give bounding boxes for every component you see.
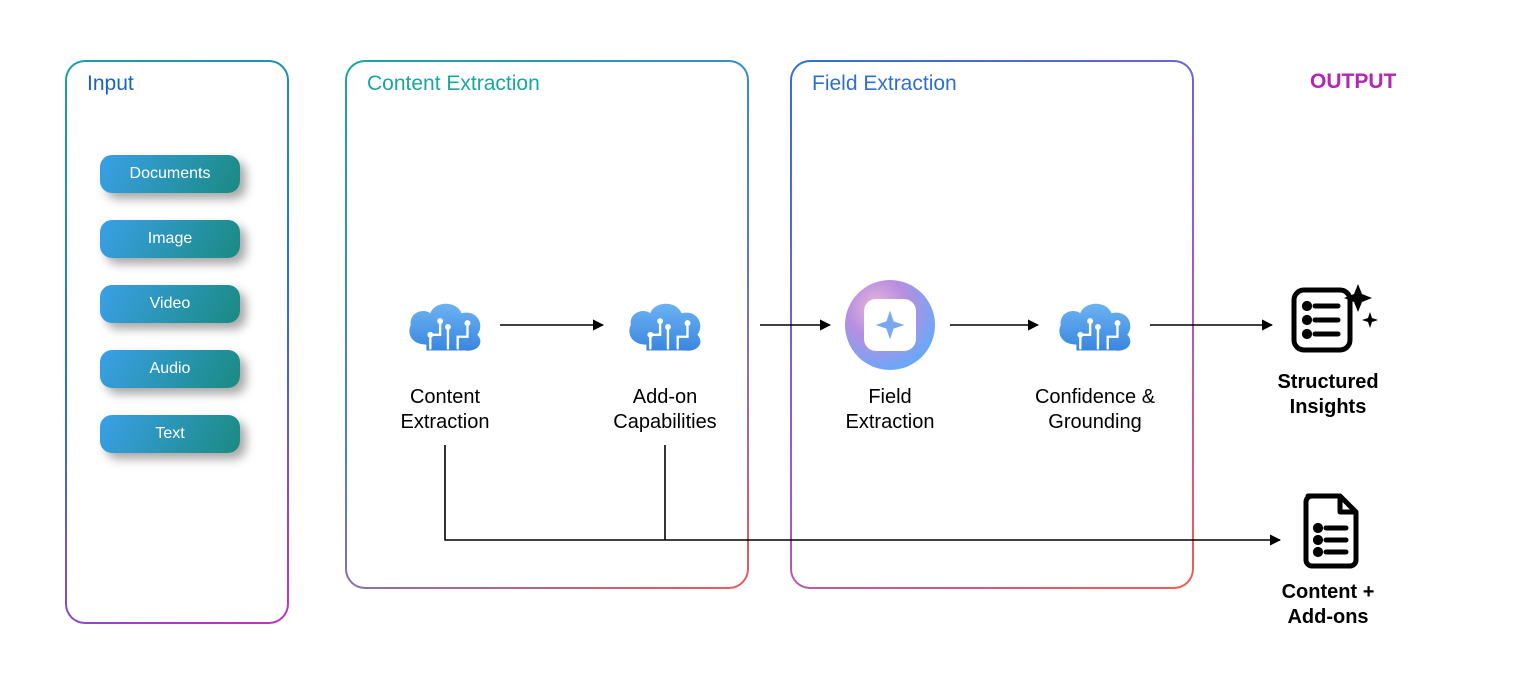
doc-list-icon [1298,490,1364,575]
label-line: Field [868,386,911,408]
label-line: Insights [1290,396,1367,418]
input-pill-documents: Documents [100,155,240,193]
cloud-circuit-icon [1051,295,1139,357]
input-pill-text: Text [100,415,240,453]
cloud-circuit-icon [401,295,489,357]
label-line: Add-ons [1287,606,1368,628]
output-label-structured-insights: Structured Insights [1243,370,1413,420]
sparkle-badge-icon [845,280,935,370]
label-line: Content [410,386,480,408]
cloud-circuit-icon [621,295,709,357]
label-line: Extraction [846,411,935,433]
node-label-confidence-grounding: Confidence & Grounding [1010,385,1180,435]
node-label-content-extraction: Content Extraction [360,385,530,435]
output-title: OUTPUT [1310,70,1396,94]
input-pill-audio: Audio [100,350,240,388]
label-line: Structured [1277,371,1378,393]
label-line: Extraction [401,411,490,433]
panel-content-extraction-title: Content Extraction [367,72,540,96]
label-line: Add-on [633,386,698,408]
label-line: Confidence & [1035,386,1155,408]
output-label-content-addons: Content + Add-ons [1243,580,1413,630]
panel-field-extraction-title: Field Extraction [812,72,957,96]
list-sparkle-icon [1288,278,1380,363]
node-label-field-extraction: Field Extraction [805,385,975,435]
node-label-addon-capabilities: Add-on Capabilities [580,385,750,435]
sparkle-inner [864,299,916,351]
input-pill-image: Image [100,220,240,258]
panel-input: Input [65,60,289,624]
input-pill-video: Video [100,285,240,323]
label-line: Capabilities [613,411,716,433]
panel-input-title: Input [87,72,134,96]
label-line: Grounding [1048,411,1141,433]
label-line: Content + [1282,581,1375,603]
